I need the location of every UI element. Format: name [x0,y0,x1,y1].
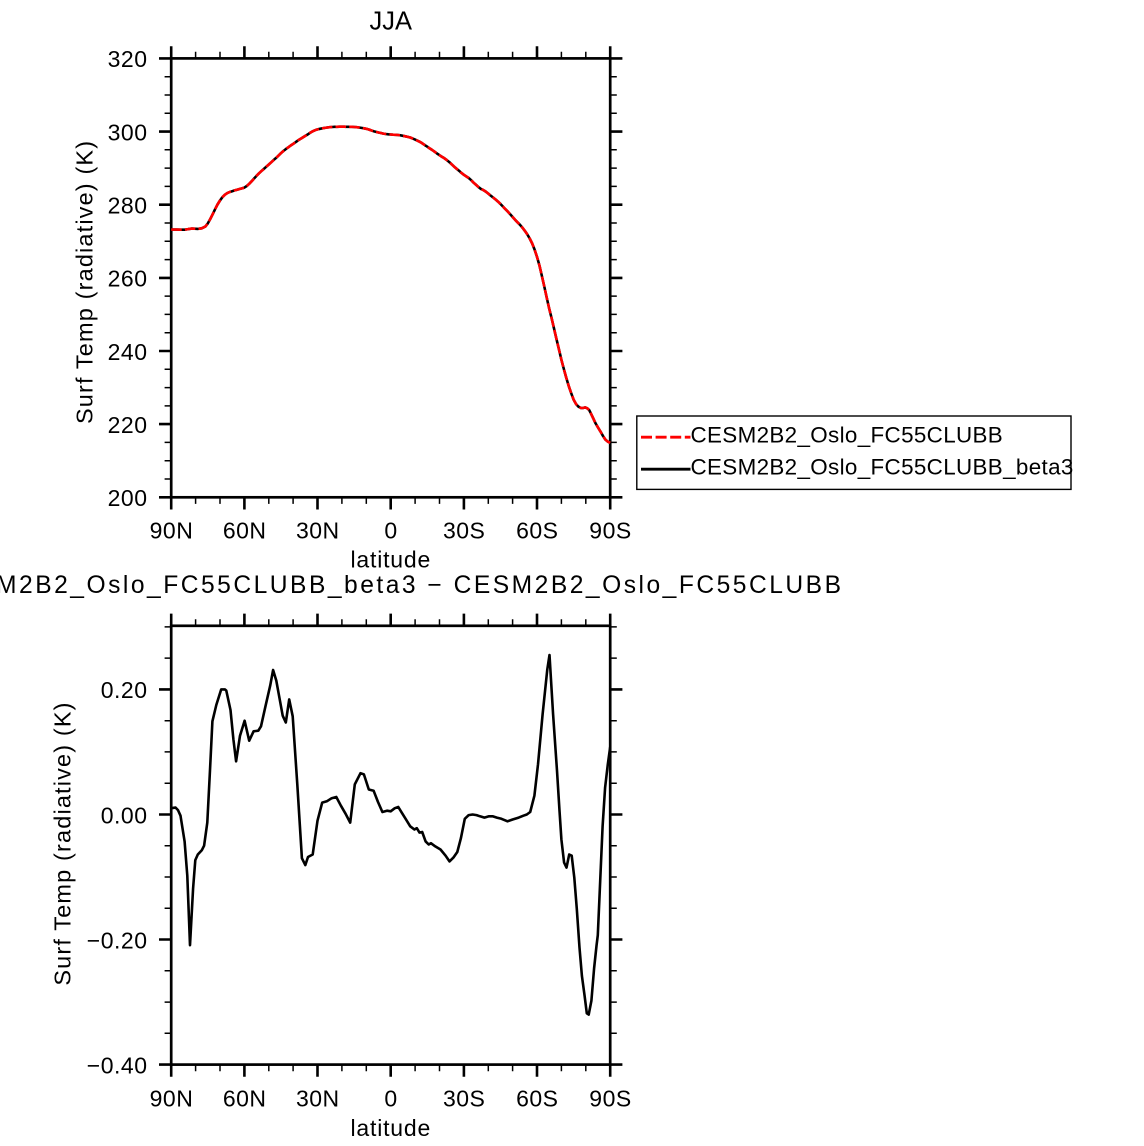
svg-text:260: 260 [108,266,148,292]
svg-text:90N: 90N [150,1086,194,1112]
svg-text:220: 220 [108,412,148,438]
svg-text:0: 0 [384,1086,397,1112]
svg-text:latitude: latitude [351,1115,432,1141]
svg-text:240: 240 [108,339,148,365]
svg-text:60N: 60N [223,518,267,544]
svg-text:−0.20: −0.20 [87,927,148,953]
svg-text:60S: 60S [516,518,558,544]
svg-text:30S: 30S [443,1086,485,1112]
svg-text:300: 300 [108,119,148,145]
svg-text:90S: 90S [589,518,631,544]
svg-text:0.20: 0.20 [101,677,148,703]
svg-text:60N: 60N [223,1086,267,1112]
svg-text:60S: 60S [516,1086,558,1112]
svg-text:−0.40: −0.40 [87,1052,148,1078]
svg-text:200: 200 [108,485,148,511]
svg-text:90N: 90N [150,518,194,544]
svg-text:Surf Temp (radiative) (K): Surf Temp (radiative) (K) [50,701,76,985]
svg-text:CESM2B2_Oslo_FC55CLUBB_beta3 −: CESM2B2_Oslo_FC55CLUBB_beta3 − CESM2B2_O… [0,572,844,599]
svg-text:320: 320 [108,46,148,72]
svg-text:30N: 30N [296,518,340,544]
svg-text:0: 0 [384,518,397,544]
svg-text:CESM2B2_Oslo_FC55CLUBB: CESM2B2_Oslo_FC55CLUBB [691,423,1004,448]
svg-text:30N: 30N [296,1086,340,1112]
svg-text:30S: 30S [443,518,485,544]
svg-text:latitude: latitude [351,547,432,573]
svg-text:CESM2B2_Oslo_FC55CLUBB_beta3: CESM2B2_Oslo_FC55CLUBB_beta3 [691,455,1074,480]
svg-text:Surf Temp (radiative) (K): Surf Temp (radiative) (K) [72,140,98,424]
svg-text:JJA: JJA [370,8,413,36]
svg-text:90S: 90S [589,1086,631,1112]
svg-text:0.00: 0.00 [101,802,148,828]
svg-text:280: 280 [108,193,148,219]
